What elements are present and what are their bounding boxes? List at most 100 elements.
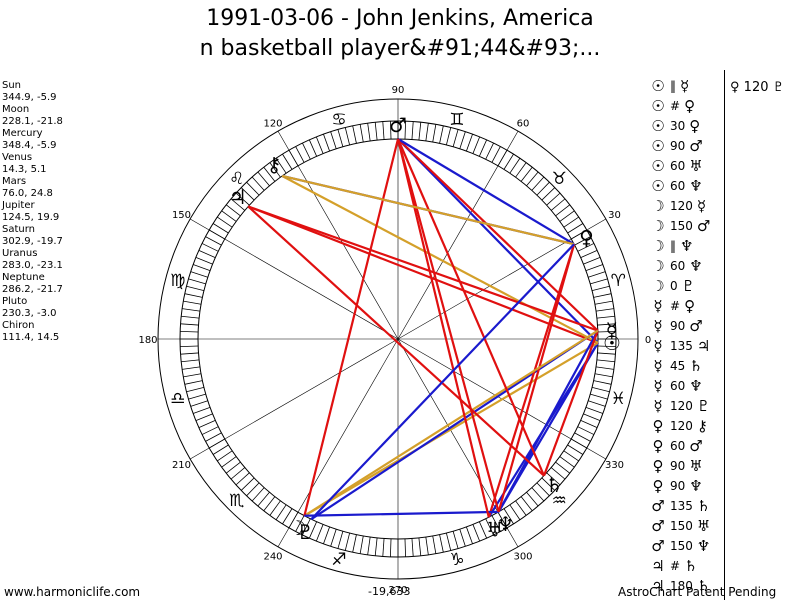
degree-tick [282, 153, 293, 170]
aspect-line [487, 243, 576, 518]
aspect-angle: 120 [670, 399, 693, 413]
planet-glyph-icon: ♀ [652, 437, 664, 455]
planet-name: Uranus [2, 248, 38, 259]
planet-glyph-icon: ☉ [651, 157, 665, 175]
aspect-angle: 90 [670, 479, 686, 493]
degree-tick [186, 285, 205, 292]
degree-tick [583, 413, 601, 422]
degree-tick [531, 176, 545, 191]
degree-tick [275, 504, 287, 520]
website-link[interactable]: www.harmoniclife.com [4, 585, 141, 599]
degree-tick [205, 432, 222, 442]
degree-tick [593, 380, 612, 385]
degree-tick [531, 487, 545, 502]
planet-glyph-icon: ♆ [689, 477, 703, 495]
degree-tick [193, 264, 211, 271]
degree-tick [559, 456, 575, 468]
degree-tick [183, 373, 202, 378]
degree-label: 210 [172, 460, 191, 471]
degree-tick [577, 243, 595, 252]
degree-tick [541, 477, 556, 491]
degree-tick [308, 521, 318, 539]
jupiter-glyph-icon: ♃ [229, 185, 247, 209]
planet-glyph-icon: ♀ [652, 477, 664, 495]
degree-tick [374, 122, 378, 141]
zodiac-sign-icon: ♑ [449, 550, 464, 570]
aspect-row: ☉ # ♀ [650, 97, 695, 117]
degree-tick [459, 131, 466, 149]
degree-tick [302, 142, 311, 160]
degree-tick [555, 204, 571, 217]
aspect-angle: 120 [743, 80, 769, 95]
degree-tick [515, 162, 527, 178]
planet-glyph-icon: ♆ [680, 237, 694, 255]
planet-glyph-icon: ♂ [696, 217, 711, 235]
degree-tick [595, 308, 614, 312]
degree-tick [230, 198, 246, 211]
zodiac-sign-icon: ♒ [552, 491, 567, 511]
degree-tick [180, 345, 199, 348]
degree-label: 0 [645, 335, 651, 346]
degree-label: 90 [392, 85, 405, 96]
degree-tick [282, 508, 293, 525]
planet-glyph-icon: ☿ [653, 357, 663, 375]
degree-tick [550, 467, 566, 480]
pluto-glyph-icon: ♇ [296, 520, 314, 544]
degree-tick [478, 139, 488, 157]
degree-tick [193, 407, 211, 414]
degree-label: 300 [513, 552, 532, 563]
degree-tick [515, 500, 527, 516]
degree-tick [180, 323, 199, 326]
degree-tick [593, 293, 612, 298]
planet-glyph-icon: ♂ [651, 517, 665, 535]
planet-coordinates: 348.4, -5.9 [2, 140, 57, 151]
planet-coordinates: 283.0, -23.1 [2, 260, 63, 271]
planet-glyph-icon: ☿ [680, 77, 690, 95]
degree-tick [445, 127, 452, 146]
aspect-line [281, 174, 575, 246]
degree-tick [591, 285, 610, 292]
planet-name: Neptune [2, 272, 45, 283]
degree-tick [546, 472, 561, 486]
degree-tick [425, 536, 429, 555]
planet-name: Venus [2, 152, 33, 163]
degree-tick [198, 419, 216, 429]
degree-tick [246, 181, 260, 196]
degree-tick [509, 504, 521, 520]
degree-label: 120 [263, 118, 282, 129]
degree-tick [596, 359, 615, 363]
aspect-angle: # [670, 99, 681, 113]
degree-tick [367, 123, 371, 142]
planet-coordinates: 228.1, -21.8 [2, 116, 63, 127]
chart-title-line1: 1991-03-06 - John Jenkins, America [206, 6, 594, 31]
planet-glyph-icon: ☿ [653, 397, 663, 415]
degree-label: 60 [517, 118, 530, 129]
degree-tick [485, 518, 494, 536]
degree-tick [574, 432, 591, 442]
degree-tick [225, 204, 241, 217]
aspect-row: ☉ 60 ♆ [650, 177, 702, 197]
degree-tick [230, 467, 246, 480]
degree-tick [452, 129, 459, 147]
degree-tick [583, 256, 601, 265]
degree-tick [212, 223, 229, 234]
degree-tick [503, 153, 514, 170]
planet-coordinates: 124.5, 19.9 [2, 212, 60, 223]
aspect-angle: 0 [670, 279, 678, 293]
degree-tick [235, 472, 250, 486]
aspect-row: ☉ 90 ♂ [650, 137, 702, 157]
planet-glyph-icon: ☉ [651, 117, 665, 135]
degree-tick [186, 386, 205, 393]
degree-tick [184, 380, 203, 385]
planet-glyph-icon: ☽ [651, 257, 665, 275]
aspect-row: ☿ 135 ♃ [650, 337, 710, 357]
degree-tick [275, 158, 287, 174]
degree-label: 240 [263, 552, 282, 563]
chiron-glyph-icon: ⚷ [267, 153, 282, 177]
degree-tick [472, 136, 481, 154]
degree-tick [439, 125, 444, 144]
aspect-line [281, 175, 599, 344]
degree-tick [585, 407, 603, 414]
degree-tick [580, 419, 598, 429]
